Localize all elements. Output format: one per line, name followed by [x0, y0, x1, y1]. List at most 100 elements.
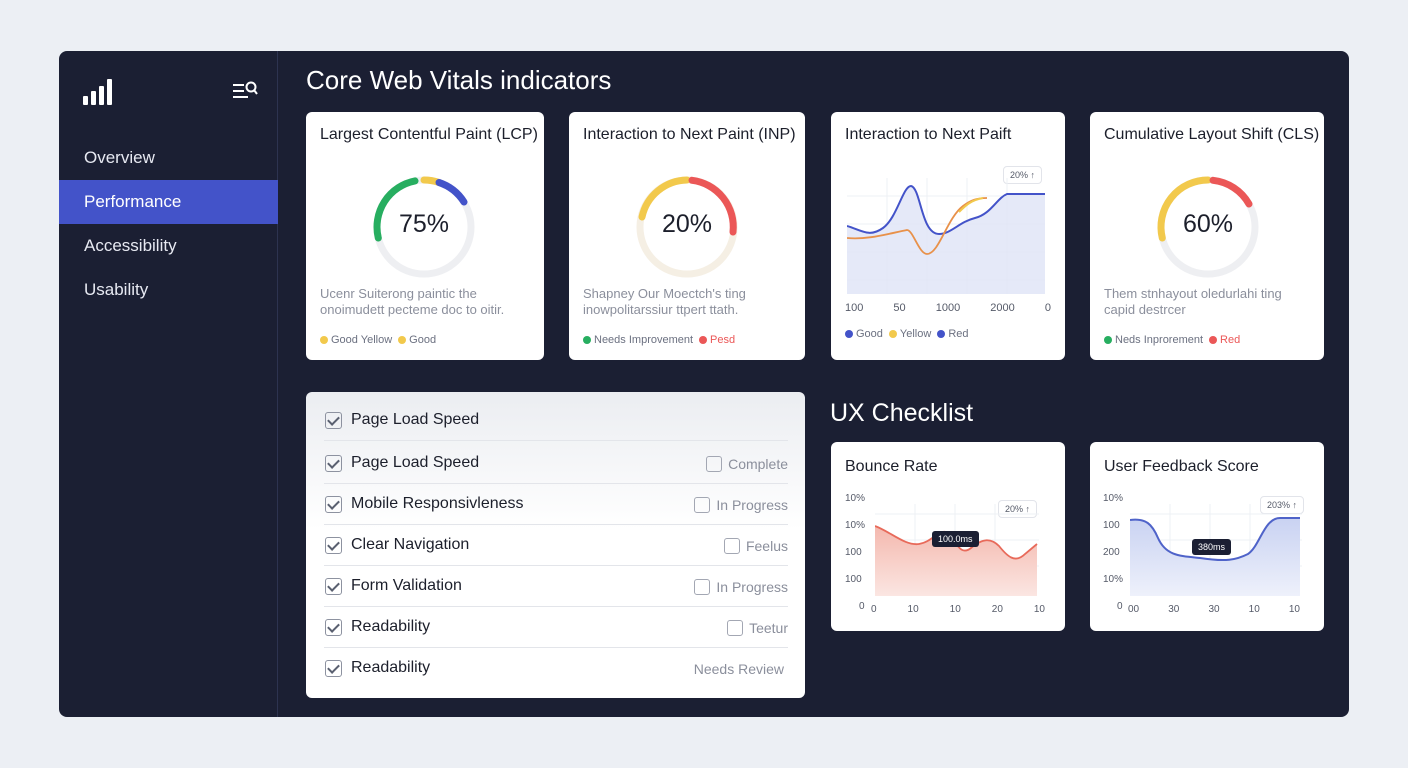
sidebar: Overview Performance Accessibility Usabi… — [59, 51, 278, 717]
checklist-row[interactable]: Readability Needs Review — [324, 648, 788, 689]
ux-checklist-title: UX Checklist — [830, 399, 974, 427]
y-tick: 0 — [1117, 601, 1123, 612]
cls-gauge — [1157, 176, 1259, 278]
legend: Needs Improvement Pesd — [583, 334, 735, 346]
gauge-value: 75% — [398, 210, 450, 238]
gauge-value: 20% — [661, 210, 713, 238]
checkbox-empty-icon[interactable] — [694, 497, 711, 513]
legend: Neds Inprorement Red — [1104, 334, 1240, 346]
checkbox-checked-icon[interactable] — [325, 455, 342, 472]
x-tick: 0 — [1044, 302, 1051, 314]
menu-search-icon[interactable] — [232, 80, 258, 102]
legend-item: Needs Improvement — [583, 334, 693, 346]
legend: Good Yellow Red — [845, 328, 969, 340]
sidebar-nav: Overview Performance Accessibility Usabi… — [59, 136, 278, 312]
inp-trend-card[interactable]: Interaction to Next Paift 20% ↑ 100 50 1… — [831, 112, 1065, 360]
card-description: Shapney Our Moectch's ting inowpolitarss… — [583, 286, 746, 317]
card-title: Interaction to Next Paint (INP) — [583, 126, 796, 143]
card-description: Ucenr Suiterong paintic the onoimudett p… — [320, 286, 505, 317]
checklist-row[interactable]: Mobile Responsivleness In Progress — [324, 484, 788, 525]
checkbox-empty-icon[interactable] — [694, 579, 711, 595]
chart-tooltip: 100.0ms — [932, 531, 979, 547]
inp-card[interactable]: Interaction to Next Paint (INP) 20% Shap… — [569, 112, 805, 360]
checkbox-checked-icon[interactable] — [325, 496, 342, 513]
checklist-row[interactable]: Page Load Speed Complete — [324, 443, 788, 484]
sidebar-item-accessibility[interactable]: Accessibility — [84, 236, 177, 255]
status[interactable]: In Progress — [694, 579, 788, 595]
bounce-rate-card[interactable]: Bounce Rate 20% ↑ 10% 10% 100 100 0 100.… — [831, 442, 1065, 631]
card-title: User Feedback Score — [1104, 458, 1259, 475]
legend: Good Yellow Good — [320, 334, 436, 346]
x-tick: 10 — [907, 604, 919, 615]
card-title: Interaction to Next Paift — [845, 126, 1012, 143]
x-axis-ticks: 0 10 10 20 10 — [871, 604, 1045, 615]
y-tick: 10% — [1103, 493, 1124, 504]
status[interactable]: Teetur — [727, 620, 788, 636]
checkbox-empty-icon[interactable] — [727, 620, 744, 636]
x-tick: 10 — [1248, 604, 1260, 615]
sidebar-item-performance[interactable]: Performance — [59, 180, 278, 224]
inp-line-chart — [847, 178, 1045, 294]
legend-item: Neds Inprorement — [1104, 334, 1203, 346]
x-tick: 0 — [871, 604, 877, 615]
y-axis-ticks: 10% 100 200 10% 0 — [1103, 485, 1123, 620]
legend-item: Red — [937, 328, 969, 340]
card-description: Them stnhayout oledurlahi ting capid des… — [1104, 286, 1282, 317]
y-tick: 100 — [845, 574, 862, 585]
x-tick: 20 — [991, 604, 1003, 615]
bar-chart-icon[interactable] — [83, 79, 112, 105]
legend-item: Good — [845, 328, 883, 340]
x-tick: 10 — [1033, 604, 1045, 615]
lcp-card[interactable]: Largest Contentful Paint (LCP) 75% Ucenr… — [306, 112, 544, 360]
cls-card[interactable]: Cumulative Layout Shift (CLS) 60% Them s… — [1090, 112, 1324, 360]
card-title: Cumulative Layout Shift (CLS) — [1104, 126, 1320, 143]
y-tick: 0 — [859, 601, 865, 612]
status[interactable]: Complete — [706, 456, 788, 472]
y-tick: 200 — [1103, 547, 1120, 558]
checklist-row[interactable]: Readability Teetur — [324, 607, 788, 648]
lcp-gauge — [373, 176, 475, 278]
card-title: Largest Contentful Paint (LCP) — [320, 126, 538, 143]
checkbox-checked-icon[interactable] — [325, 537, 342, 554]
checklist-label: Page Load Speed — [351, 454, 480, 471]
y-tick: 10% — [845, 520, 866, 531]
checklist-label: Form Validation — [351, 577, 462, 594]
checklist-label: Clear Navigation — [351, 536, 470, 553]
legend-item: Red — [1209, 334, 1240, 346]
checkbox-checked-icon[interactable] — [325, 619, 342, 636]
checkbox-empty-icon[interactable] — [723, 538, 740, 554]
page-title: Core Web Vitals indicators — [306, 65, 612, 95]
checkbox-empty-icon[interactable] — [706, 456, 723, 472]
legend-item: Pesd — [699, 334, 735, 346]
checklist-row[interactable]: Form Validation In Progress — [324, 566, 788, 607]
checklist-label: Page Load Speed — [351, 411, 480, 428]
checklist-header-row[interactable]: Page Load Speed — [324, 400, 788, 441]
checklist-row[interactable]: Clear Navigation Feelus — [324, 525, 788, 566]
checkbox-checked-icon[interactable] — [325, 412, 342, 429]
y-tick: 100 — [1103, 520, 1120, 531]
status[interactable]: In Progress — [694, 497, 788, 513]
card-title: Bounce Rate — [845, 458, 938, 475]
sidebar-item-usability[interactable]: Usability — [84, 280, 149, 299]
y-tick: 10% — [845, 493, 866, 504]
ux-checklist-panel: Page Load Speed Page Load Speed Complete… — [306, 392, 805, 698]
sidebar-item-overview[interactable]: Overview — [84, 148, 155, 167]
user-feedback-card[interactable]: User Feedback Score 203% ↑ 10% 100 200 1… — [1090, 442, 1324, 631]
checklist-label: Mobile Responsivleness — [351, 495, 524, 512]
checkbox-checked-icon[interactable] — [325, 578, 342, 595]
x-tick: 1000 — [935, 302, 961, 314]
gauge-value: 60% — [1182, 210, 1234, 238]
x-tick: 00 — [1128, 604, 1140, 615]
y-axis-ticks: 10% 10% 100 100 0 — [845, 485, 865, 620]
x-tick: 10 — [1288, 604, 1300, 615]
x-axis-ticks: 00 30 30 10 10 — [1128, 604, 1300, 615]
x-tick: 10 — [949, 604, 961, 615]
status[interactable]: Feelus — [723, 538, 788, 554]
legend-item: Yellow — [888, 328, 931, 340]
x-tick: 2000 — [990, 302, 1015, 314]
app-window: Overview Performance Accessibility Usabi… — [59, 51, 1349, 717]
checkbox-checked-icon[interactable] — [325, 660, 342, 677]
legend-item: Good — [398, 334, 436, 346]
trend-badge: 20% ↑ — [1003, 166, 1043, 184]
inp-gauge — [636, 176, 738, 278]
